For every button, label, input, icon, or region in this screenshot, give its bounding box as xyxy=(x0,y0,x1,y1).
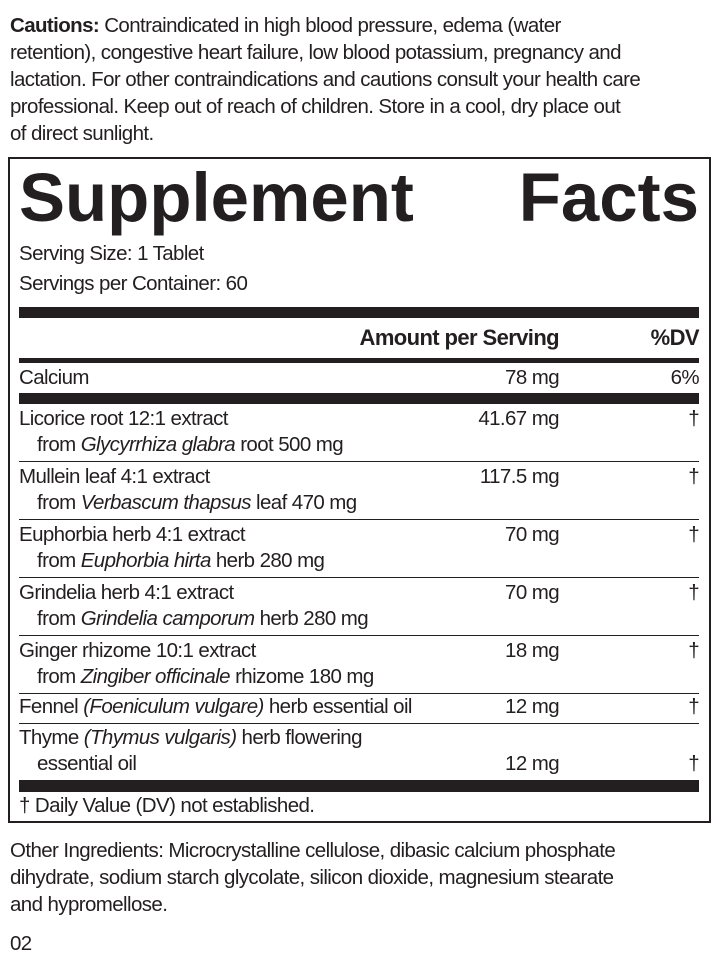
ingredient-name: Grindelia herb 4:1 extract xyxy=(19,581,234,604)
ingredient-row-thyme: Thyme (Thymus vulgaris) herb flowering e… xyxy=(19,725,700,779)
ingredient-part: herb essential oil xyxy=(263,695,413,718)
latin-name: (Foeniculum vulgare) xyxy=(83,695,264,718)
ingredient-source: from Grindelia camporum herb 280 mg xyxy=(19,606,699,632)
source-prefix: from xyxy=(37,607,81,630)
latin-name: (Thymus vulgaris) xyxy=(83,726,237,749)
latin-name: Grindelia camporum xyxy=(80,607,255,630)
other-ingredients-line: Other Ingredients: Microcrystalline cell… xyxy=(10,839,616,862)
source-part: root 500 mg xyxy=(235,433,344,456)
cautions-line: professional. Keep out of reach of child… xyxy=(10,95,621,118)
ingredient-row: Grindelia herb 4:1 extract from Grindeli… xyxy=(19,578,700,636)
source-part: herb 280 mg xyxy=(210,549,325,572)
source-part: leaf 470 mg xyxy=(250,491,357,514)
nutrient-dv: 6% xyxy=(670,366,700,389)
nutrient-amount: 78 mg xyxy=(505,366,560,389)
ingredient-amount: 70 mg xyxy=(505,581,560,604)
source-prefix: from xyxy=(37,491,81,514)
ingredient-dv: † xyxy=(688,523,699,546)
other-ingredients-line: dihydrate, sodium starch glycolate, sili… xyxy=(10,866,614,889)
latin-name: Zingiber officinale xyxy=(80,665,231,688)
ingredient-part: herb flowering xyxy=(236,726,363,749)
cautions-text: Cautions: Contraindicated in high blood … xyxy=(10,12,715,147)
nutrient-name: Calcium xyxy=(19,366,89,389)
ingredient-source: from Zingiber officinale rhizome 180 mg xyxy=(19,664,699,690)
ingredient-row: Licorice root 12:1 extract from Glycyrrh… xyxy=(19,404,700,462)
other-ingredients: Other Ingredients: Microcrystalline cell… xyxy=(10,837,715,918)
ingredient-name: Licorice root 12:1 extract xyxy=(19,407,228,430)
latin-name: Verbascum thapsus xyxy=(80,491,252,514)
source-prefix: from xyxy=(37,549,81,572)
source-prefix: from xyxy=(37,665,81,688)
title-word: Supplement xyxy=(19,159,414,236)
footnote: † Daily Value (DV) not established. xyxy=(19,794,315,817)
ingredient-dv: † xyxy=(688,581,699,604)
ingredient-source: from Euphorbia hirta herb 280 mg xyxy=(19,548,699,574)
ingredient-row: Ginger rhizome 10:1 extract from Zingibe… xyxy=(19,636,700,694)
latin-name: Glycyrrhiza glabra xyxy=(80,433,236,456)
serving-size: Serving Size: 1 Tablet xyxy=(19,242,204,265)
ingredient-amount: 12 mg xyxy=(505,752,560,775)
ingredient-amount: 117.5 mg xyxy=(479,465,560,488)
ingredient-dv: † xyxy=(688,639,699,662)
cautions-label: Cautions: xyxy=(10,14,100,37)
ingredient-name: Mullein leaf 4:1 extract xyxy=(19,465,210,488)
medium-divider xyxy=(19,358,699,363)
latin-name: Euphorbia hirta xyxy=(80,549,212,572)
ingredient-name: Euphorbia herb 4:1 extract xyxy=(19,523,246,546)
source-part: herb 280 mg xyxy=(254,607,369,630)
title-word: Facts xyxy=(518,159,699,236)
column-headers: Amount per Serving %DV xyxy=(19,325,700,355)
serving-info: Serving Size: 1 Tablet Servings per Cont… xyxy=(19,239,699,299)
supplement-facts-panel: Supplement Facts Serving Size: 1 Tablet S… xyxy=(8,157,711,823)
ingredient-name: Thyme xyxy=(19,726,84,749)
ingredient-row: Euphorbia herb 4:1 extract from Euphorbi… xyxy=(19,520,700,578)
ingredient-amount: 70 mg xyxy=(505,523,560,546)
ingredient-row: Mullein leaf 4:1 extract from Verbascum … xyxy=(19,462,700,520)
other-ingredients-line: and hypromellose. xyxy=(10,893,168,916)
cautions-line: of direct sunlight. xyxy=(10,122,154,145)
cautions-line: Contraindicated in high blood pressure, … xyxy=(99,14,561,37)
ingredient-source: from Verbascum thapsus leaf 470 mg xyxy=(19,490,699,516)
product-code: 02 xyxy=(10,932,32,955)
ingredient-dv: † xyxy=(688,752,699,775)
ingredient-name: Fennel xyxy=(19,695,84,718)
thick-divider xyxy=(19,307,699,318)
thick-divider xyxy=(19,780,699,792)
servings-per-container: Servings per Container: 60 xyxy=(19,272,248,295)
source-prefix: from xyxy=(37,433,81,456)
header-amount: Amount per Serving xyxy=(359,325,560,350)
ingredient-amount: 12 mg xyxy=(505,695,560,718)
ingredient-amount: 18 mg xyxy=(505,639,560,662)
ingredient-part: essential oil xyxy=(37,752,137,775)
ingredient-dv: † xyxy=(688,695,699,718)
cautions-line: lactation. For other contraindications a… xyxy=(10,68,641,91)
thick-divider xyxy=(19,393,699,404)
ingredient-name: Ginger rhizome 10:1 extract xyxy=(19,639,256,662)
nutrient-row-calcium: Calcium 78 mg 6% xyxy=(19,365,700,393)
panel-title: Supplement Facts xyxy=(19,161,699,235)
ingredient-dv: † xyxy=(688,407,699,430)
cautions-line: retention), congestive heart failure, lo… xyxy=(10,41,622,64)
ingredient-amount: 41.67 mg xyxy=(478,407,559,430)
ingredient-row-fennel: Fennel (Foeniculum vulgare) herb essenti… xyxy=(19,694,700,724)
header-dv: %DV xyxy=(650,325,700,350)
source-part: rhizome 180 mg xyxy=(229,665,374,688)
ingredient-source: from Glycyrrhiza glabra root 500 mg xyxy=(19,432,699,458)
ingredient-dv: † xyxy=(688,465,699,488)
